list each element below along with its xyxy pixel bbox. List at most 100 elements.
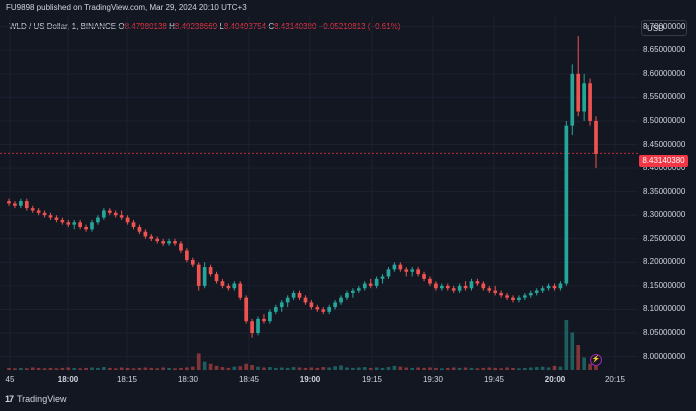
volume-bar <box>279 367 284 370</box>
volume-bar <box>48 367 53 370</box>
volume-bar <box>137 367 142 370</box>
volume-bar <box>368 367 373 370</box>
candle-body <box>185 250 189 260</box>
volume-bar <box>594 365 598 370</box>
price-chart[interactable] <box>0 16 638 372</box>
volume-bar <box>422 367 426 370</box>
candle-body <box>499 292 503 296</box>
price-tick: 8.00000000 <box>643 351 686 361</box>
volume-bar <box>143 367 148 370</box>
candle-body <box>540 288 545 291</box>
candle-body <box>356 288 361 291</box>
volume-bar <box>315 367 320 370</box>
volume-bar <box>179 367 183 370</box>
volume-bar <box>102 367 106 370</box>
lightning-icon[interactable]: ⚡ <box>590 354 602 366</box>
volume-bar <box>546 367 551 370</box>
candle-body <box>505 295 509 298</box>
candle-body <box>30 208 35 211</box>
time-tick: 19:30 <box>422 375 444 384</box>
candle-body <box>351 290 355 293</box>
candle-body <box>208 267 213 275</box>
volume-bar <box>24 368 29 370</box>
volume-bar <box>534 367 539 370</box>
volume-bar <box>570 332 575 370</box>
time-tick: 18:00 <box>57 375 79 384</box>
candle-body <box>386 269 391 277</box>
volume-bar <box>398 366 403 370</box>
candle-body <box>285 297 290 303</box>
volume-bar <box>552 365 557 370</box>
time-axis[interactable]: 45 18:00 18:15 18:30 18:45 19:00 19:15 19:30 19:… <box>0 372 638 386</box>
tradingview-logo[interactable]: 17 TradingView <box>5 394 67 404</box>
volume-bar <box>327 367 332 370</box>
candle-body <box>570 73 575 126</box>
candle-body <box>588 83 592 121</box>
price-tick: 8.50000000 <box>643 115 686 125</box>
candle-body <box>273 307 278 312</box>
current-price-label: 8.43140380 <box>639 155 688 167</box>
volume-bar <box>226 367 231 370</box>
volume-bar <box>119 367 124 370</box>
candle-body <box>125 217 130 223</box>
candle-body <box>368 283 373 286</box>
volume-bar <box>250 365 254 370</box>
volume-bar <box>19 367 23 370</box>
volume-bar <box>238 366 243 370</box>
price-tick: 8.10000000 <box>643 304 686 314</box>
candle-body <box>416 269 420 275</box>
volume-bar <box>528 367 533 370</box>
candle-body <box>475 281 480 284</box>
volume-bar <box>96 367 100 370</box>
candle-body <box>96 217 100 223</box>
candle-body <box>173 241 177 244</box>
candle-body <box>552 285 557 289</box>
volume-bar <box>161 367 165 370</box>
volume-bar <box>499 368 503 370</box>
candle-body <box>481 283 486 289</box>
candle-body <box>434 283 438 289</box>
price-tick: 8.35000000 <box>643 186 686 196</box>
volume-bar <box>60 367 65 370</box>
volume-bar <box>220 367 225 370</box>
candle-body <box>374 278 379 286</box>
volume-bar <box>262 367 266 370</box>
price-tick: 8.60000000 <box>643 68 686 78</box>
time-tick: 18:30 <box>177 375 199 384</box>
candle-body <box>303 297 308 303</box>
volume-bar <box>493 367 498 370</box>
candle-body <box>196 264 201 286</box>
volume-bar <box>434 367 438 370</box>
volume-bar <box>7 367 11 370</box>
candle-body <box>72 222 77 225</box>
volume-bar <box>30 367 35 370</box>
candle-body <box>190 259 195 265</box>
candle-body <box>84 226 88 230</box>
volume-bar <box>244 363 249 370</box>
candle-body <box>36 210 41 213</box>
volume-bar <box>303 367 308 370</box>
currency-button[interactable]: USD <box>641 20 687 36</box>
volume-bar <box>505 367 509 370</box>
price-tick: 8.55000000 <box>643 92 686 102</box>
candle-body <box>107 210 112 213</box>
price-tick: 8.40000000 <box>643 163 686 173</box>
volume-bar <box>351 367 355 370</box>
candle-body <box>564 125 569 284</box>
candle-body <box>42 212 47 216</box>
candle-body <box>13 203 17 206</box>
volume-bar <box>356 367 361 370</box>
candle-body <box>244 297 249 322</box>
candle-body <box>143 231 148 237</box>
volume-bar <box>208 363 213 370</box>
candle-body <box>339 297 343 303</box>
volume-bar <box>232 366 237 370</box>
candle-body <box>60 219 65 223</box>
time-tick: 19:45 <box>483 375 505 384</box>
volume-bar <box>214 365 219 370</box>
candle-body <box>558 283 563 289</box>
candle-body <box>66 222 71 225</box>
candle-body <box>220 281 225 286</box>
volume-bar <box>273 367 278 370</box>
price-axis[interactable]: 8.70000000 8.65000000 8.60000000 8.55000000… <box>638 16 696 372</box>
